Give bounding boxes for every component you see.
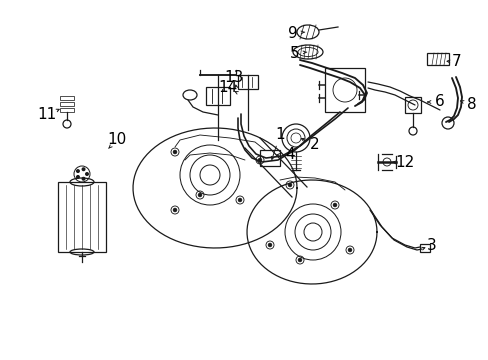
Bar	[60, 102, 74, 106]
Text: 6: 6	[434, 94, 444, 109]
Text: 14: 14	[218, 81, 237, 95]
Text: 2: 2	[309, 138, 319, 153]
Bar	[238, 75, 258, 89]
Text: 8: 8	[466, 98, 476, 112]
Circle shape	[81, 167, 85, 171]
Circle shape	[287, 183, 291, 187]
Bar	[260, 150, 280, 166]
Text: 5: 5	[289, 45, 299, 60]
Circle shape	[85, 172, 89, 176]
Bar	[419, 244, 429, 252]
Circle shape	[76, 169, 80, 173]
Bar	[205, 87, 229, 105]
Circle shape	[297, 258, 302, 262]
Bar	[60, 108, 74, 112]
Bar	[58, 182, 106, 252]
Bar	[426, 53, 448, 65]
Text: 1: 1	[275, 127, 284, 143]
Text: 9: 9	[287, 26, 297, 40]
Text: 7: 7	[451, 54, 461, 69]
Text: 11: 11	[37, 108, 57, 122]
Circle shape	[332, 203, 336, 207]
Circle shape	[238, 198, 242, 202]
Circle shape	[81, 177, 85, 181]
Circle shape	[198, 193, 202, 197]
Text: 4: 4	[285, 148, 294, 162]
Circle shape	[267, 243, 271, 247]
Bar	[325, 68, 364, 112]
Circle shape	[347, 248, 351, 252]
Bar	[60, 96, 74, 100]
Text: 13: 13	[224, 71, 243, 85]
Circle shape	[76, 175, 80, 179]
Circle shape	[258, 158, 262, 162]
Text: 10: 10	[107, 132, 126, 148]
Circle shape	[173, 208, 177, 212]
Circle shape	[173, 150, 177, 154]
Text: 12: 12	[395, 156, 414, 171]
Bar	[404, 97, 420, 113]
Text: 3: 3	[426, 238, 436, 252]
